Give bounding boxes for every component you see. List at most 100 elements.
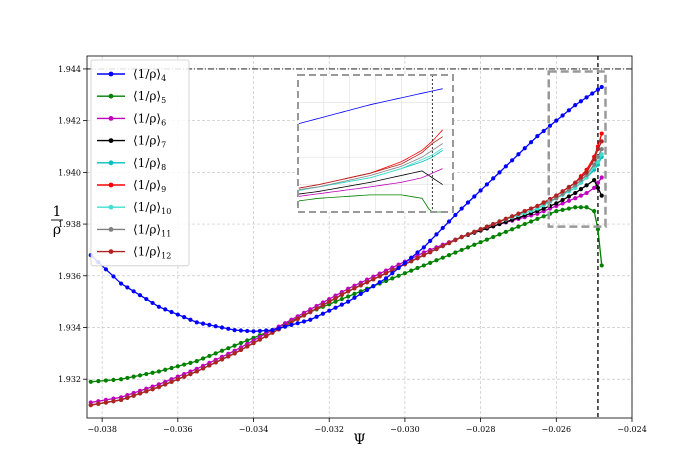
data-point [584, 95, 589, 100]
data-point [578, 193, 584, 198]
data-point [238, 340, 244, 346]
data-point [125, 395, 130, 400]
legend-marker [108, 93, 114, 99]
data-point [194, 369, 199, 374]
data-point [111, 399, 116, 404]
data-point [232, 327, 237, 333]
data-point [270, 327, 275, 333]
data-point [289, 322, 294, 328]
data-point [599, 152, 604, 157]
data-point [453, 212, 458, 218]
data-point [573, 196, 578, 201]
data-point [238, 328, 244, 333]
inset-zoom-panel [297, 74, 454, 213]
data-point [599, 84, 604, 90]
data-point [459, 206, 464, 211]
data-point [88, 379, 93, 384]
data-point [440, 255, 445, 260]
legend-label: ⟨1/ρ⟩5 [133, 89, 166, 105]
data-point [156, 369, 162, 374]
data-point [528, 219, 534, 224]
data-point [535, 203, 540, 209]
data-point [175, 377, 180, 382]
data-point [503, 216, 508, 221]
data-point [188, 360, 193, 365]
data-point [528, 140, 534, 145]
legend-marker [108, 227, 114, 232]
data-point [472, 194, 477, 199]
data-point [131, 289, 136, 294]
legend-label-main: ⟨1/ρ⟩ [133, 200, 161, 214]
legend-label: ⟨1/ρ⟩12 [133, 245, 171, 261]
data-point [599, 263, 604, 268]
data-point [510, 227, 515, 232]
data-point [339, 292, 344, 297]
data-point [137, 293, 143, 298]
data-point [459, 234, 464, 240]
data-point [421, 245, 426, 250]
data-point [566, 198, 572, 203]
data-point [232, 351, 237, 356]
legend-label-subscript: 5 [161, 96, 166, 105]
legend-entry-5: ⟨1/ρ⟩5 [97, 89, 166, 105]
legend-marker [108, 182, 114, 188]
legend-label-main: ⟨1/ρ⟩ [133, 134, 161, 148]
data-point [396, 265, 401, 271]
data-point [573, 190, 578, 196]
data-point [169, 379, 174, 384]
data-point [592, 178, 597, 183]
data-point [528, 206, 534, 211]
data-point [308, 317, 313, 322]
legend-marker [108, 249, 114, 255]
legend-label-subscript: 12 [161, 252, 171, 261]
legend-label-main: ⟨1/ρ⟩ [133, 245, 161, 259]
data-point [503, 164, 508, 169]
legend-label: ⟨1/ρ⟩4 [133, 67, 166, 83]
data-point [595, 154, 601, 159]
data-point [428, 249, 433, 255]
data-point [459, 247, 464, 253]
data-point [560, 207, 565, 212]
legend-label-main: ⟨1/ρ⟩ [133, 156, 161, 170]
data-point [465, 245, 471, 250]
data-point [125, 285, 130, 290]
data-point [207, 363, 212, 368]
data-point [327, 308, 332, 313]
data-point [541, 206, 546, 211]
y-label-numerator: 1 [53, 204, 62, 220]
data-point [194, 320, 199, 325]
data-point [547, 123, 553, 128]
data-point [333, 299, 338, 304]
data-point [163, 307, 168, 312]
data-point [592, 157, 597, 162]
data-point [207, 353, 212, 359]
series-group [88, 84, 604, 408]
data-point [491, 176, 496, 181]
data-point [578, 99, 584, 104]
data-point [554, 209, 559, 214]
legend-label: ⟨1/ρ⟩10 [133, 200, 171, 216]
data-point [200, 321, 206, 326]
y-label-denominator: ρ [53, 222, 61, 238]
data-point [156, 384, 162, 390]
data-point [541, 128, 546, 134]
plot-frame [86, 55, 633, 419]
data-point [590, 91, 595, 96]
legend-label-main: ⟨1/ρ⟩ [133, 178, 161, 192]
data-point [118, 281, 124, 286]
data-point [421, 263, 426, 268]
data-point [453, 237, 458, 243]
legend-label-main: ⟨1/ρ⟩ [133, 111, 161, 125]
data-point [182, 374, 187, 379]
data-point [566, 194, 572, 199]
data-point [472, 229, 477, 234]
data-point [465, 200, 471, 205]
data-point [111, 377, 116, 382]
y-tick-label: 1.932 [58, 375, 81, 384]
data-point [584, 170, 589, 175]
legend-label-subscript: 11 [161, 229, 171, 238]
legend-label: ⟨1/ρ⟩7 [133, 134, 166, 150]
data-point [188, 371, 193, 377]
data-point [226, 326, 231, 331]
